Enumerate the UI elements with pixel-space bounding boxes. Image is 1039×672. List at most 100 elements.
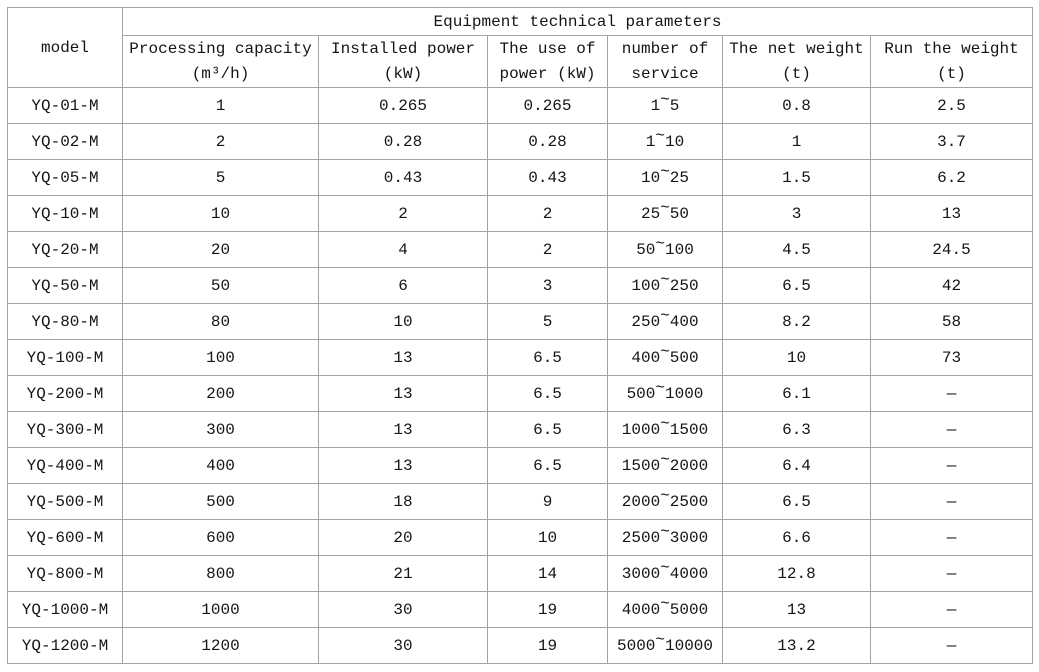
column-header-number-of-service: number of service [607, 35, 723, 88]
column-header-net-weight: The net weight (t) [722, 35, 871, 88]
value-cell: 20 [318, 519, 488, 556]
value-cell: 2 [487, 195, 608, 232]
table-row: YQ-50-M 50 6 3 100~250 6.5 42 [7, 267, 1034, 304]
range-tilde: ~ [655, 127, 665, 146]
value-cell: 13 [318, 447, 488, 484]
model-cell: YQ-01-M [7, 87, 123, 124]
range-tilde: ~ [655, 235, 665, 254]
value-cell: 13.2 [722, 627, 871, 664]
range-tilde: ~ [660, 343, 670, 362]
table-row: YQ-02-M 2 0.28 0.28 1~10 1 3.7 [7, 123, 1034, 160]
value-cell: 3.7 [869, 123, 1034, 160]
model-cell: YQ-1200-M [7, 627, 123, 664]
range-tilde: ~ [655, 379, 665, 398]
model-cell: YQ-800-M [7, 555, 123, 592]
range-tilde: ~ [660, 199, 670, 218]
value-cell: 6.4 [722, 447, 871, 484]
value-cell: 80 [122, 303, 319, 340]
value-cell: 0.28 [318, 123, 488, 160]
value-cell: 100~250 [607, 267, 723, 304]
value-cell: — [869, 591, 1034, 628]
column-header-use-of-power: The use of power (kW) [487, 35, 608, 88]
value-cell: 4 [318, 231, 488, 268]
value-cell: 14 [487, 555, 608, 592]
value-cell: 2 [122, 123, 319, 160]
table-row: YQ-600-M 600 20 10 2500~3000 6.6— [7, 519, 1034, 556]
value-cell: 5 [487, 303, 608, 340]
value-cell: 1200 [122, 627, 319, 664]
value-cell: — [869, 483, 1034, 520]
value-cell: 21 [318, 555, 488, 592]
table-row: YQ-500-M 500 18 9 2000~2500 6.5— [7, 483, 1034, 520]
value-cell: 1500~2000 [607, 447, 723, 484]
value-cell: 18 [318, 483, 488, 520]
value-cell: 0.43 [318, 159, 488, 196]
value-cell: 3000~4000 [607, 555, 723, 592]
value-cell: 2 [487, 231, 608, 268]
value-cell: 10 [487, 519, 608, 556]
value-cell: 6 [318, 267, 488, 304]
value-cell: 0.8 [722, 87, 871, 124]
value-cell: 6.2 [869, 159, 1034, 196]
model-cell: YQ-50-M [7, 267, 123, 304]
value-cell: 6.3 [722, 411, 871, 448]
value-cell: 6.5 [487, 339, 608, 376]
value-cell: 1000~1500 [607, 411, 723, 448]
column-header-processing-capacity: Processing capacity (m³/h) [122, 35, 319, 88]
value-cell: 13 [722, 591, 871, 628]
table-row: YQ-01-M 1 0.265 0.265 1~5 0.8 2.5 [7, 87, 1034, 124]
table-row: YQ-800-M 800 21 14 3000~4000 12.8— [7, 555, 1034, 592]
range-tilde: ~ [660, 595, 670, 614]
value-cell: 3 [722, 195, 871, 232]
value-cell: 200 [122, 375, 319, 412]
value-cell: 1000 [122, 591, 319, 628]
value-cell: 13 [318, 411, 488, 448]
range-tilde: ~ [660, 163, 670, 182]
value-cell: 25~50 [607, 195, 723, 232]
value-cell: 5 [122, 159, 319, 196]
table-row: YQ-10-M 10 2 2 25~50 3 13 [7, 195, 1034, 232]
value-cell: 0.43 [487, 159, 608, 196]
value-cell: 10 [318, 303, 488, 340]
value-cell: 8.2 [722, 303, 871, 340]
table-row: YQ-1000-M 1000 30 19 4000~5000 13— [7, 591, 1034, 628]
value-cell: — [869, 411, 1034, 448]
value-cell: — [869, 375, 1034, 412]
table-row: YQ-200-M 200 13 6.5 500~1000 6.1— [7, 375, 1034, 412]
value-cell: 13 [869, 195, 1034, 232]
value-cell: 0.265 [487, 87, 608, 124]
table-row: YQ-80-M 80 10 5 250~400 8.2 58 [7, 303, 1034, 340]
value-cell: 6.1 [722, 375, 871, 412]
value-cell: 1~5 [607, 87, 723, 124]
model-cell: YQ-300-M [7, 411, 123, 448]
value-cell: 24.5 [869, 231, 1034, 268]
value-cell: 1 [722, 123, 871, 160]
model-cell: YQ-10-M [7, 195, 123, 232]
value-cell: 6.5 [722, 483, 871, 520]
value-cell: 50~100 [607, 231, 723, 268]
column-header-installed-power: Installed power (kW) [318, 35, 488, 88]
value-cell: 400 [122, 447, 319, 484]
range-tilde: ~ [660, 451, 670, 470]
range-tilde: ~ [660, 415, 670, 434]
model-cell: YQ-80-M [7, 303, 123, 340]
value-cell: 300 [122, 411, 319, 448]
value-cell: 400~500 [607, 339, 723, 376]
value-cell: 2000~2500 [607, 483, 723, 520]
model-column-header: model [7, 7, 123, 88]
range-tilde: ~ [660, 559, 670, 578]
value-cell: — [869, 555, 1034, 592]
table-body: YQ-01-M 1 0.265 0.265 1~5 0.8 2.5 YQ-02-M 2 0.28 0… [7, 87, 1034, 664]
table-row: YQ-300-M 300 13 6.5 1000~1500 6.3— [7, 411, 1034, 448]
range-tilde: ~ [660, 91, 670, 110]
table-title: Equipment technical parameters [121, 7, 1034, 36]
range-tilde: ~ [655, 631, 665, 650]
value-cell: 19 [487, 591, 608, 628]
range-tilde: ~ [660, 271, 670, 290]
value-cell: 2 [318, 195, 488, 232]
value-cell: 50 [122, 267, 319, 304]
value-cell: — [869, 627, 1034, 664]
value-cell: 6.5 [487, 411, 608, 448]
value-cell: 1 [122, 87, 319, 124]
